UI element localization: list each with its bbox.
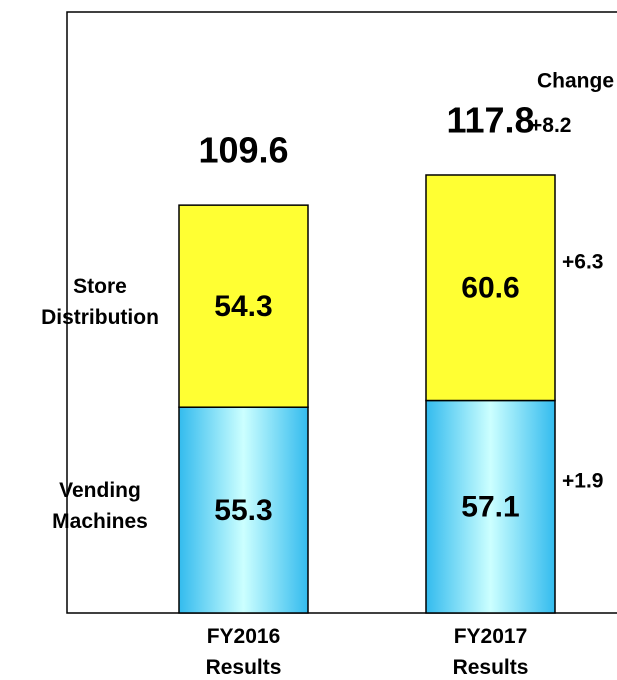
bar-segment	[425, 174, 556, 402]
total-label: 109.6	[198, 130, 288, 171]
axis-frame	[66, 11, 617, 614]
series-label: Vending Machines	[52, 479, 148, 534]
bar-segment	[178, 406, 309, 614]
value-label: 55.3	[214, 494, 272, 527]
x-tick-label: FY2017 Results	[452, 625, 529, 679]
bar-segment	[178, 204, 309, 408]
total-label: 117.8	[446, 100, 534, 141]
value-label: 57.1	[461, 491, 519, 524]
change-label: +6.3	[562, 250, 603, 273]
change-header: Change	[537, 70, 614, 93]
change-label: +8.2	[530, 114, 571, 137]
x-tick-label: FY2016 Results	[205, 625, 282, 679]
change-label: +1.9	[562, 469, 603, 492]
value-label: 60.6	[461, 272, 519, 305]
value-label: 54.3	[214, 290, 272, 323]
series-label: Store Distribution	[41, 275, 159, 330]
